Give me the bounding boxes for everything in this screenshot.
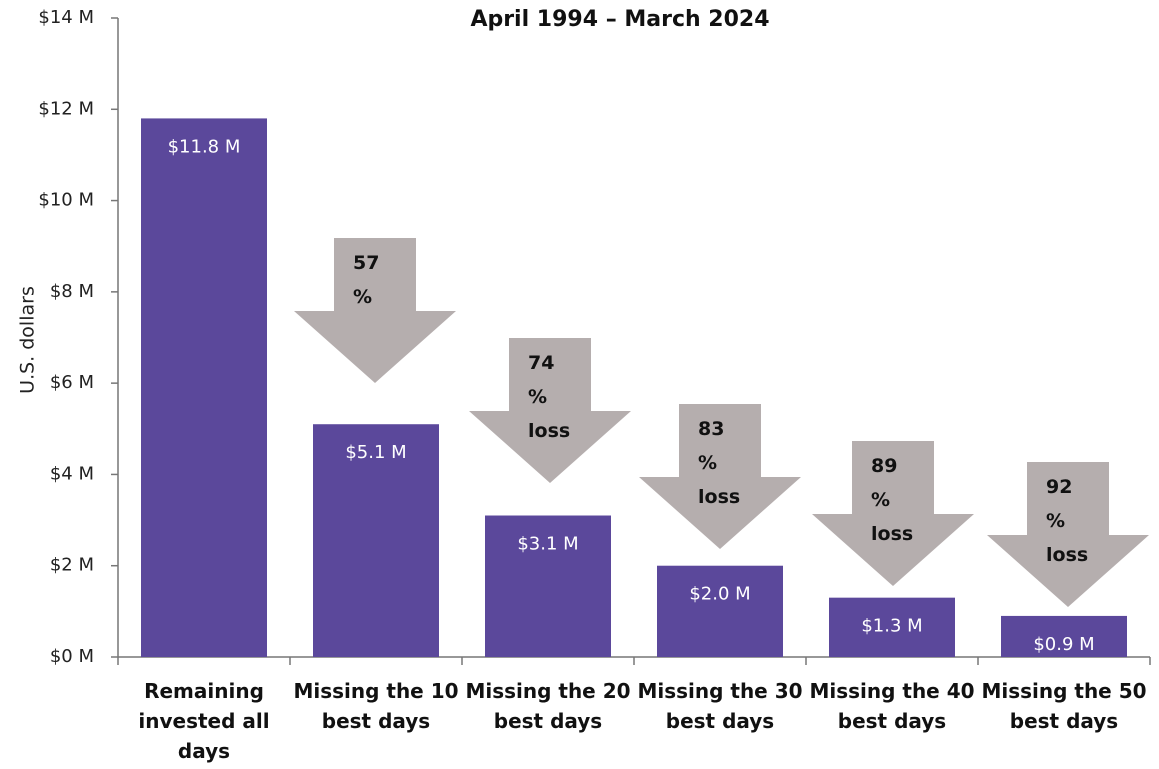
bar [485,515,611,657]
loss-arrow [639,404,801,549]
y-tick-label: $12 M [38,98,94,119]
value-label: $2.0 M [689,584,750,605]
arrow-label: 92 % loss [1046,476,1089,566]
y-tick-label: $6 M [50,372,94,393]
x-tick-label: Missing the 20 best days [465,679,631,733]
y-axis-label: U.S. dollars [17,286,39,394]
bar [657,565,783,657]
x-tick-label: Missing the 50 best days [981,679,1147,733]
bar [313,424,439,657]
x-tick-label: Remaining invested all days [138,679,270,763]
bar [829,597,955,657]
x-tick-label: Missing the 30 best days [637,679,803,733]
y-tick-label: $2 M [50,555,94,576]
chart-title: April 1994 – March 2024 [470,7,769,32]
value-label: $5.1 M [345,442,406,463]
y-tick-label: $0 M [50,646,94,667]
y-tick-label: $4 M [50,463,94,484]
bar [141,118,267,657]
arrow-label: 89 % loss [871,455,914,545]
value-label: $1.3 M [861,616,922,637]
value-label: $3.1 M [517,534,578,555]
y-tick-label: $10 M [38,190,94,211]
value-label: $0.9 M [1033,634,1094,655]
loss-arrow [812,441,974,586]
arrow-label: 74 % loss [528,352,571,442]
loss-arrow [469,338,631,483]
loss-arrow [987,462,1149,607]
y-tick-label: $14 M [38,7,94,28]
x-tick-label: Missing the 10 best days [293,679,459,733]
x-tick-label: Missing the 40 best days [809,679,975,733]
bar [1001,615,1127,657]
loss-arrow [294,238,456,383]
y-tick-label: $8 M [50,281,94,302]
arrow-label: 57 % [353,252,380,308]
value-label: $11.8 M [168,136,241,157]
arrow-label: 83 % loss [698,418,741,508]
